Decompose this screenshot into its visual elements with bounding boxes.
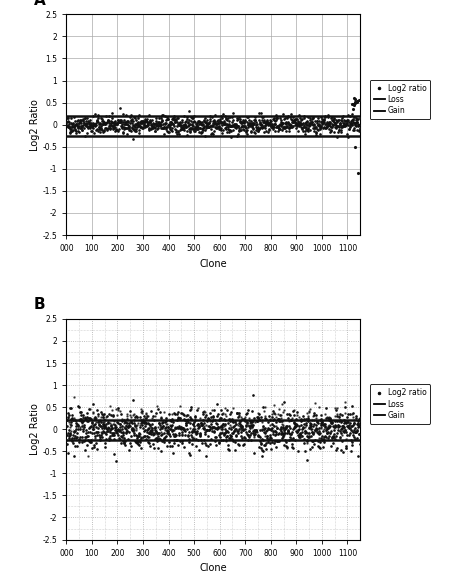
Legend: Log2 ratio, Loss, Gain: Log2 ratio, Loss, Gain <box>370 385 430 424</box>
X-axis label: Clone: Clone <box>200 259 227 269</box>
Legend: Log2 ratio, Loss, Gain: Log2 ratio, Loss, Gain <box>370 80 430 119</box>
Text: B: B <box>34 297 46 312</box>
Y-axis label: Log2 Ratio: Log2 Ratio <box>30 404 40 455</box>
X-axis label: Clone: Clone <box>200 563 227 573</box>
Text: A: A <box>34 0 46 7</box>
Y-axis label: Log2 Ratio: Log2 Ratio <box>30 99 40 150</box>
